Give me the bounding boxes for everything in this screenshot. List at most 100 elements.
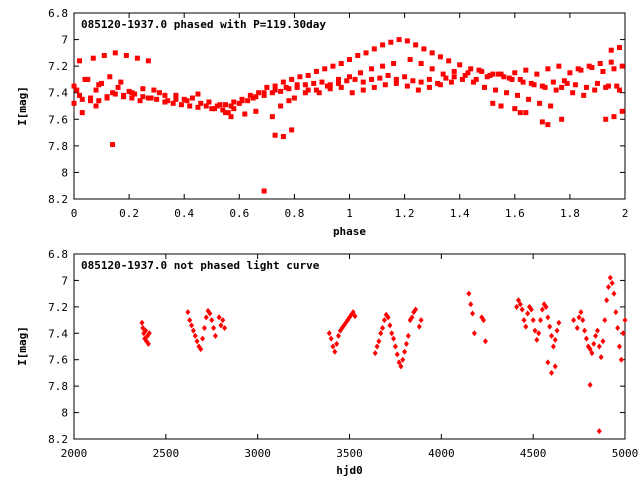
data-point	[132, 91, 138, 97]
x-tick-label: 2000	[61, 447, 88, 460]
data-point	[74, 87, 80, 93]
y-axis-label: I[mag]	[16, 326, 29, 366]
x-tick-label: 1.2	[395, 207, 415, 220]
data-point	[567, 70, 573, 76]
data-point	[286, 98, 292, 104]
data-point	[385, 314, 391, 321]
data-point	[525, 310, 531, 317]
data-point	[613, 309, 619, 316]
data-point	[145, 95, 151, 101]
data-point	[549, 369, 555, 376]
x-tick-label: 0.4	[174, 207, 194, 220]
data-point	[140, 86, 146, 92]
data-point	[611, 290, 617, 297]
data-point	[378, 330, 384, 337]
data-point	[600, 68, 606, 74]
data-point	[165, 98, 171, 104]
data-point	[319, 79, 325, 85]
data-point	[140, 94, 146, 100]
data-series	[71, 37, 625, 194]
data-point	[564, 80, 570, 86]
data-point	[543, 303, 549, 310]
data-point	[223, 102, 229, 108]
data-point	[192, 332, 198, 339]
data-point	[618, 356, 624, 363]
x-tick-label: 4500	[520, 447, 547, 460]
y-tick-label: 7.6	[48, 354, 68, 367]
data-point	[440, 71, 446, 77]
data-point	[344, 78, 350, 84]
y-tick-label: 8	[61, 407, 68, 420]
data-point	[352, 76, 358, 82]
data-point	[302, 82, 308, 88]
data-point	[580, 317, 586, 324]
data-point	[374, 343, 380, 350]
data-point	[156, 90, 162, 96]
data-point	[269, 114, 275, 120]
data-point	[418, 79, 424, 85]
y-tick-label: 7	[61, 274, 68, 287]
data-point	[614, 83, 620, 89]
x-tick-label: 4000	[428, 447, 455, 460]
data-point	[198, 346, 204, 353]
data-point	[592, 87, 598, 93]
data-point	[200, 335, 206, 342]
data-point	[470, 310, 476, 317]
data-point	[380, 42, 386, 48]
data-point	[253, 94, 259, 100]
data-point	[289, 127, 295, 133]
data-point	[305, 87, 311, 93]
data-point	[571, 317, 577, 324]
data-point	[600, 338, 606, 345]
x-axis-label: hjd0	[336, 464, 363, 477]
data-point	[206, 99, 212, 105]
data-point	[181, 96, 187, 102]
data-point	[418, 317, 424, 324]
data-point	[85, 76, 91, 82]
data-point	[550, 343, 556, 350]
data-point	[539, 119, 545, 125]
data-point	[217, 102, 223, 108]
data-point	[394, 351, 400, 358]
phased-light-curve-panel: 6.8 7 7.2 7.4 7.6 7.8 8 8.20 0.2 0.4 0.6 0.8 1 1.2 1.4…	[16, 7, 628, 238]
data-point	[575, 66, 581, 72]
data-point	[391, 60, 397, 66]
data-point	[528, 306, 534, 313]
data-point	[459, 76, 465, 82]
data-point	[231, 99, 237, 105]
data-point	[71, 100, 77, 106]
x-tick-label: 0.2	[119, 207, 139, 220]
data-point	[121, 92, 127, 98]
data-point	[225, 110, 231, 116]
y-axis-label: I[mag]	[16, 86, 29, 126]
data-point	[574, 325, 580, 331]
data-point	[352, 313, 358, 320]
data-point	[538, 317, 544, 324]
data-point	[216, 314, 222, 321]
data-point	[311, 80, 317, 86]
data-point	[462, 72, 468, 78]
y-tick-label: 7.8	[48, 380, 68, 393]
plot-frame	[73, 12, 626, 200]
data-point	[451, 74, 457, 80]
data-point	[465, 70, 471, 76]
data-point	[173, 96, 179, 102]
data-point	[112, 50, 118, 56]
data-point	[338, 84, 344, 90]
data-point	[338, 60, 344, 66]
data-point	[605, 83, 611, 89]
data-point	[294, 82, 300, 88]
data-point	[435, 80, 441, 86]
data-point	[620, 330, 626, 337]
data-point	[376, 338, 382, 345]
data-point	[490, 100, 496, 106]
data-point	[594, 327, 600, 334]
data-point	[154, 96, 160, 102]
data-point	[207, 310, 213, 317]
data-point	[389, 330, 395, 337]
data-point	[286, 86, 292, 92]
data-point	[322, 66, 328, 72]
data-point	[493, 87, 499, 93]
data-point	[504, 90, 510, 96]
